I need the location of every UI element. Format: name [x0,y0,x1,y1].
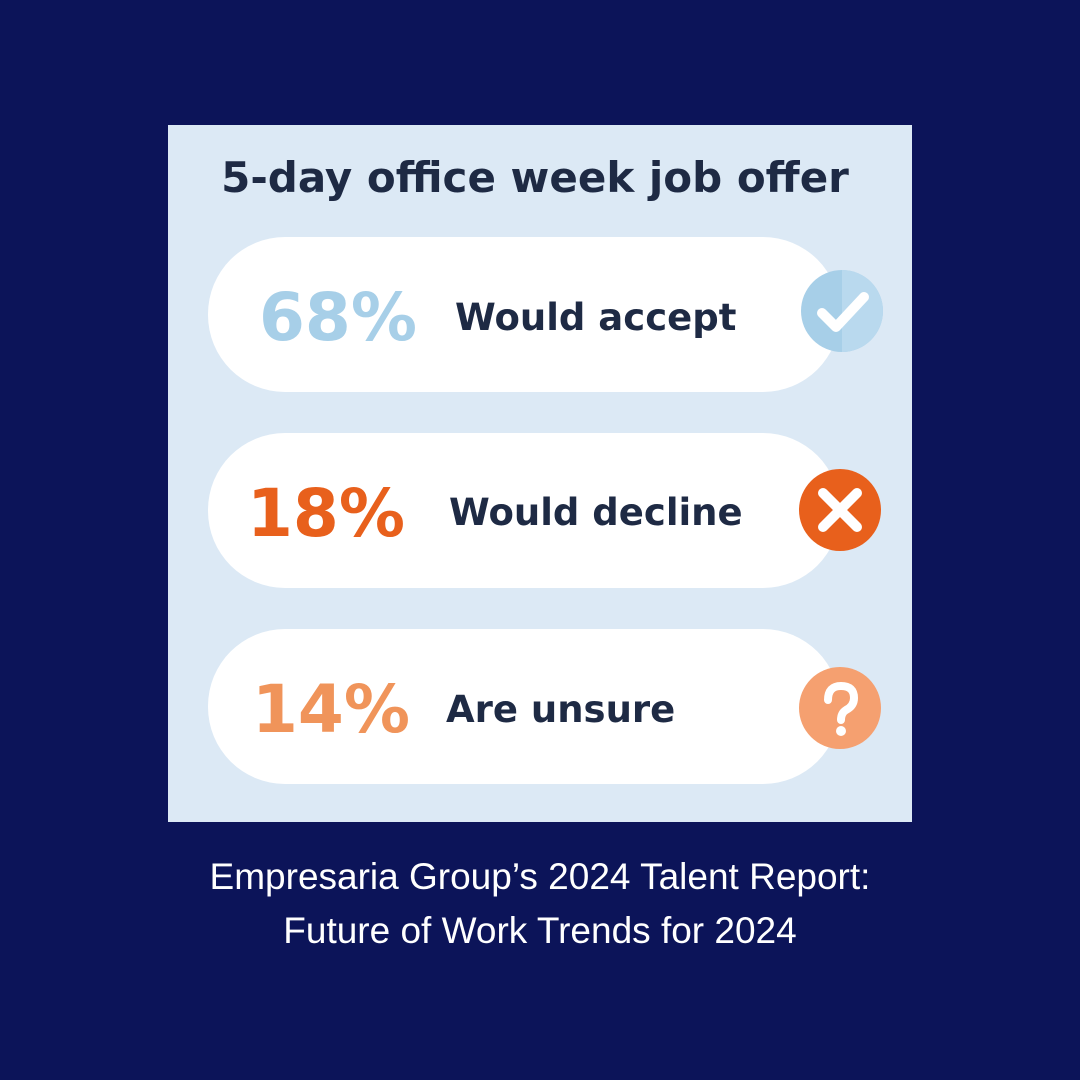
pill [208,629,840,784]
pill [208,433,840,588]
percent: 14% [252,671,410,748]
row: 14% Are unsure [208,629,881,784]
label: Are unsure [446,688,675,731]
caption-line: Future of Work Trends for 2024 [283,910,796,951]
question-icon [824,681,859,724]
label: Would accept [455,296,736,339]
check-icon [817,292,869,332]
percent: 18% [247,475,405,552]
icon-shade [842,270,883,352]
label: Would decline [449,491,743,534]
pill [208,237,840,392]
percent: 68% [259,279,417,356]
title: 5-day office week job offer [221,153,849,202]
question-dot [836,726,846,736]
row: 68% Would accept [208,237,883,392]
icon-circle [799,667,881,749]
row: 18% Would decline [208,433,881,588]
cross-icon [818,488,862,532]
caption-line: Empresaria Group’s 2024 Talent Report: [210,856,871,897]
